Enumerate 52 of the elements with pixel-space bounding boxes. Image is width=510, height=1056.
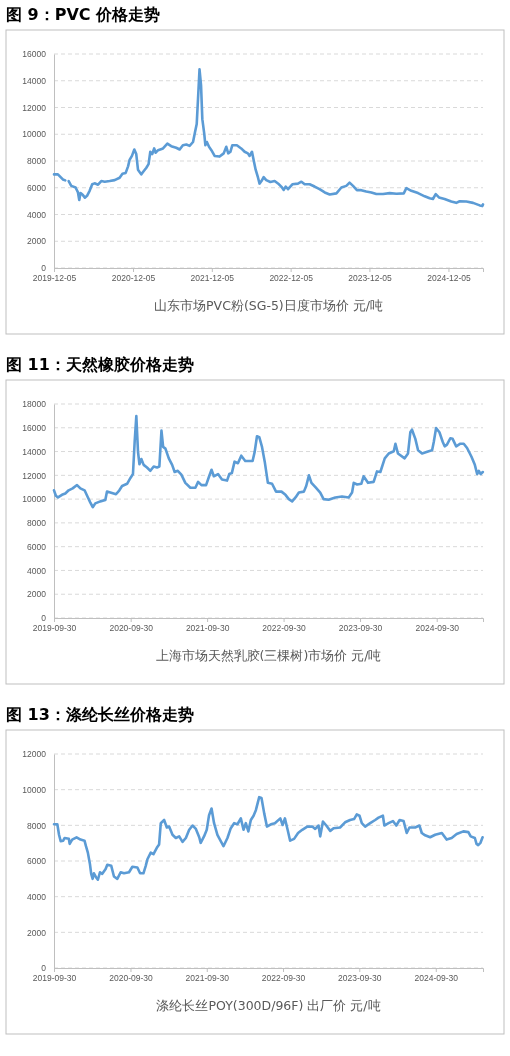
y-tick-label: 16000: [22, 49, 47, 60]
x-tick-label: 2023-09-30: [338, 973, 382, 984]
line-series: [52, 795, 484, 882]
y-tick-label: 18000: [22, 399, 47, 410]
y-tick-label: 10000: [22, 129, 47, 140]
y-tick-label: 6000: [27, 856, 47, 867]
x-tick-label: 2022-12-05: [269, 273, 314, 284]
x-tick-label: 2022-09-30: [262, 623, 307, 634]
y-tick-label: 6000: [27, 541, 47, 552]
x-tick-label: 2020-12-05: [111, 273, 156, 284]
x-tick-label: 2024-09-30: [415, 623, 460, 634]
x-tick-label: 2023-09-30: [338, 623, 383, 634]
x-tick-label: 2019-09-30: [32, 623, 77, 634]
y-tick-label: 0: [41, 963, 47, 974]
x-tick-label: 2020-09-30: [109, 973, 153, 984]
x-tick-label: 2024-12-05: [427, 273, 471, 284]
y-tick-label: 8000: [27, 518, 47, 529]
y-tick-label: 4000: [27, 565, 47, 576]
x-axis-title: 上海市场天然乳胶(三棵树)市场价 元/吨: [155, 648, 382, 663]
y-tick-label: 10000: [22, 784, 47, 795]
x-tick-label: 2024-09-30: [414, 973, 459, 984]
y-tick-label: 12000: [22, 470, 47, 481]
y-tick-label: 8000: [27, 820, 47, 831]
y-tick-label: 12000: [22, 102, 47, 113]
x-tick-label: 2023-12-05: [348, 273, 392, 284]
x-axis-title: 涤纶长丝POY(300D/96F) 出厂价 元/吨: [156, 998, 381, 1013]
chart-title: 图 13：涤纶长丝价格走势: [6, 705, 194, 724]
y-tick-label: 12000: [22, 749, 47, 760]
y-tick-label: 14000: [22, 446, 47, 457]
x-tick-label: 2021-09-30: [185, 973, 230, 984]
y-tick-label: 6000: [27, 182, 47, 193]
y-tick-label: 2000: [27, 236, 47, 247]
x-tick-label: 2021-09-30: [185, 623, 230, 634]
x-tick-label: 2020-09-30: [109, 623, 154, 634]
x-tick-label: 2021-12-05: [190, 273, 235, 284]
y-tick-label: 10000: [22, 494, 47, 505]
y-tick-label: 0: [41, 263, 47, 274]
y-tick-label: 0: [41, 613, 47, 624]
y-tick-label: 14000: [22, 75, 47, 86]
x-tick-label: 2019-09-30: [32, 973, 77, 984]
y-tick-label: 4000: [27, 891, 47, 902]
chart-title: 图 11：天然橡胶价格走势: [6, 355, 194, 374]
x-tick-label: 2019-12-05: [32, 273, 77, 284]
y-tick-label: 4000: [27, 209, 47, 220]
y-tick-label: 2000: [27, 927, 47, 938]
line-series: [52, 414, 485, 509]
y-tick-label: 16000: [22, 423, 47, 433]
x-tick-label: 2022-09-30: [261, 973, 306, 984]
y-tick-label: 2000: [27, 589, 47, 600]
chart-title: 图 9：PVC 价格走势: [6, 5, 161, 24]
x-axis-title: 山东市场PVC粉(SG-5)日度市场价 元/吨: [154, 298, 383, 313]
y-tick-label: 8000: [27, 156, 47, 167]
